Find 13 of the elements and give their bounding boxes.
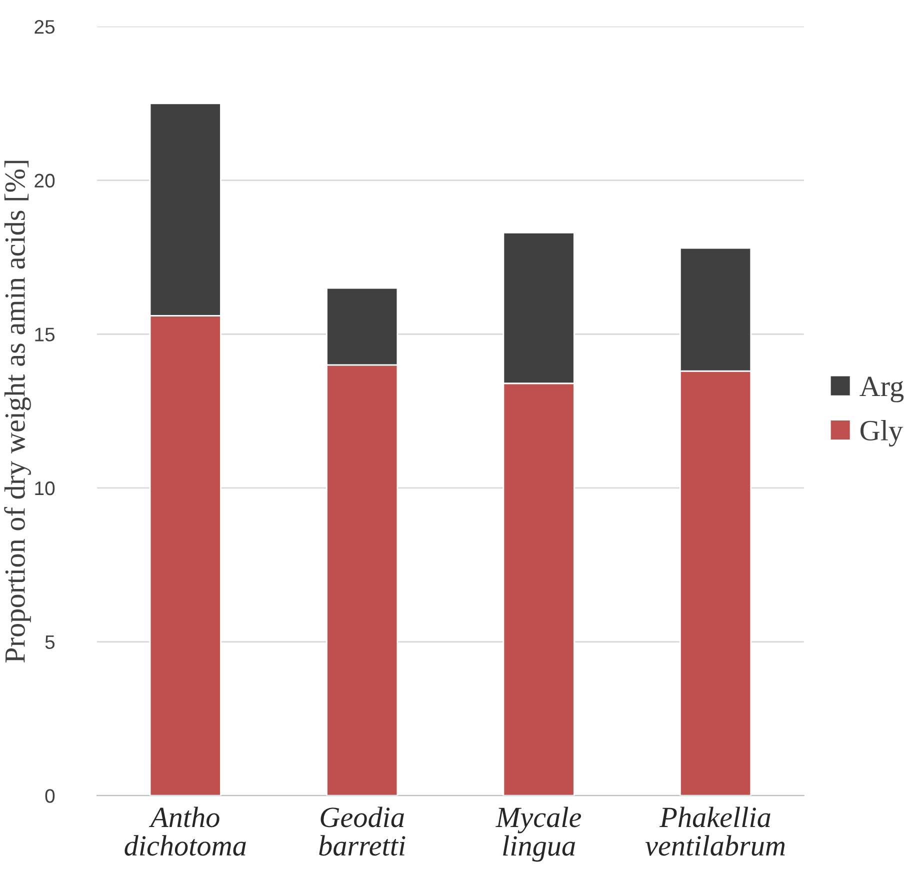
y-axis-title: Proportion of dry weight as amin acids [%] (4, 160, 31, 663)
y-tick-label: 20 (34, 174, 55, 188)
y-tick-label: 5 (45, 635, 55, 650)
y-tick-label: 0 (45, 789, 55, 803)
x-tick-label: Phakellia ventilabrum (645, 806, 785, 856)
y-tick-label: 10 (35, 481, 55, 496)
legend-label: Gly (860, 420, 903, 447)
legend-label: Arg (860, 376, 904, 402)
y-tick-label: 25 (34, 20, 55, 34)
x-tick-label: Antho dichotoma (124, 806, 246, 856)
x-tick-label: Geodia barretti (319, 806, 406, 856)
y-tick-label: 15 (35, 328, 55, 342)
x-tick-label: Mycale lingua (496, 806, 582, 862)
